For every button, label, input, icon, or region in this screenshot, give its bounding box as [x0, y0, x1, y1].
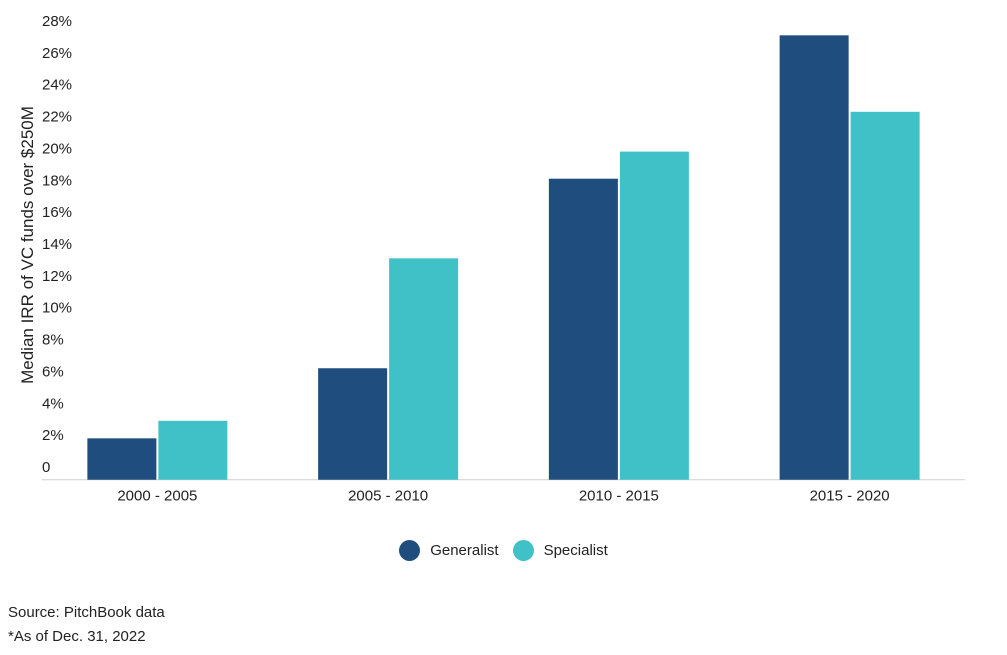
y-axis-title: Median IRR of VC funds over $250M: [18, 106, 37, 384]
y-tick-label: 0: [42, 459, 50, 476]
y-tick-label: 4%: [42, 395, 64, 412]
y-axis-ticks: 0 2% 4% 6% 8% 10% 12% 14% 16% 18% 20% 22% 24% 26% 28%: [42, 13, 72, 476]
y-tick-label: 2%: [42, 427, 64, 444]
as-of-note: *As of Dec. 31, 2022: [8, 628, 146, 645]
source-note: Source: PitchBook data: [8, 604, 165, 621]
bars: [87, 35, 920, 480]
y-tick-label: 20%: [42, 140, 72, 157]
y-tick-label: 10%: [42, 300, 72, 317]
bar-specialist-3: [850, 111, 920, 480]
legend-label-specialist: Specialist: [543, 542, 608, 559]
bar-generalist-2: [548, 178, 618, 480]
bar-specialist-1: [389, 258, 459, 480]
x-category-label: 2010 - 2015: [579, 488, 659, 505]
x-category-label: 2015 - 2020: [810, 488, 890, 505]
y-tick-label: 8%: [42, 332, 64, 349]
y-tick-label: 22%: [42, 109, 72, 126]
bar-chart: 02%4%6%8%10%12%14%16%18%20%22%24%26%28% …: [18, 13, 965, 505]
y-tick-label: 6%: [42, 363, 64, 380]
legend-item-specialist: Specialist: [512, 540, 608, 561]
legend-label-generalist: Generalist: [430, 542, 499, 559]
y-tick-label: 12%: [42, 268, 72, 285]
legend-swatch-specialist: [512, 540, 534, 561]
legend-swatch-generalist: [399, 540, 421, 561]
x-category-label: 2000 - 2005: [117, 488, 197, 505]
y-tick-label: 14%: [42, 236, 72, 253]
y-tick-label: 26%: [42, 45, 72, 62]
bar-generalist-1: [318, 368, 388, 480]
y-tick-label: 24%: [42, 77, 72, 94]
x-axis-categories: 2000 - 2005 2005 - 2010 2010 - 2015 2015 - …: [117, 488, 889, 505]
y-tick-label: 18%: [42, 172, 72, 189]
y-tick-label: 16%: [42, 204, 72, 221]
bar-specialist-2: [619, 151, 689, 480]
legend-item-generalist: Generalist: [399, 540, 499, 561]
bar-generalist-3: [779, 35, 849, 480]
bar-generalist-0: [87, 438, 157, 480]
y-tick-label: 28%: [42, 13, 72, 30]
legend: Generalist Specialist: [0, 540, 1007, 561]
x-category-label: 2005 - 2010: [348, 488, 428, 505]
bar-specialist-0: [158, 420, 228, 480]
